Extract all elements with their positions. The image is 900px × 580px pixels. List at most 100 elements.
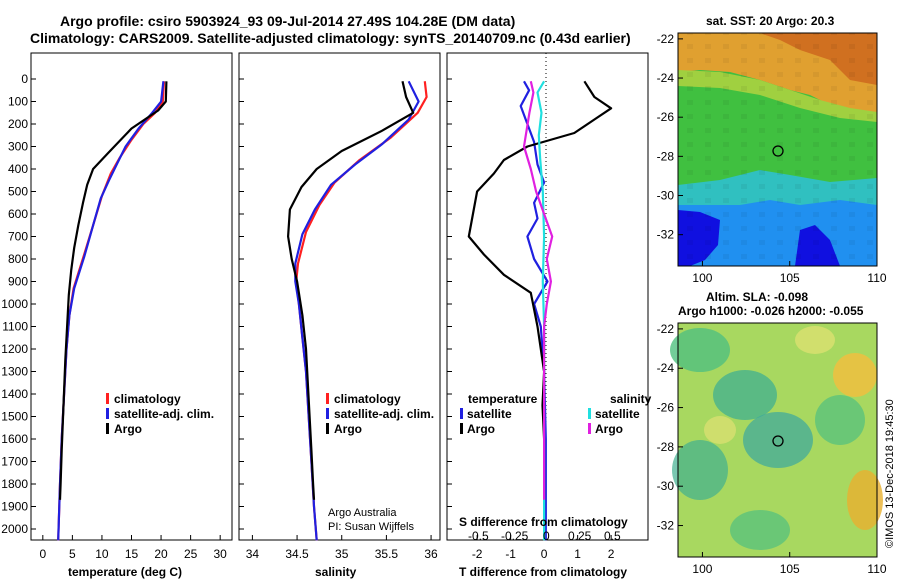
legend-marker-satellite [326,408,329,419]
depth-tick-label: 1400 [1,387,28,401]
legend-label: Argo [114,422,142,436]
x-tick-label: 0 [541,547,548,561]
figure-title-line2: Climatology: CARS2009. Satellite-adjuste… [30,30,631,46]
sla-low-anomaly [743,412,813,468]
lat-tick-label: -32 [657,228,675,242]
sla-map [670,322,883,558]
credit-pi: PI: Susan Wijffels [328,521,414,533]
temperature-x-label: temperature (deg C) [68,565,182,579]
legend-label: satellite-adj. clim. [114,407,214,421]
temperature-x-axis: 0 5 10 15 20 25 30 [39,535,227,561]
lon-tick-label: 110 [867,271,886,285]
legend-marker-s-satellite [588,408,591,419]
depth-tick-label: 1000 [1,297,28,311]
series-satellite-adj-clim- [294,80,420,541]
x-tick-label: -2 [472,547,483,561]
sla-low-anomaly [730,510,790,550]
legend-title-temperature: temperature [468,392,538,406]
sst-lon-axis: 100 105 110 [692,261,887,285]
x-tick-label: 34.5 [285,547,309,561]
legend-label: satellite-adj. clim. [334,407,434,421]
legend-marker-t-satellite [460,408,463,419]
sla-map-title-line2: Argo h1000: -0.026 h2000: -0.055 [678,304,864,318]
sla-low-anomaly [672,440,728,500]
x-tick-label: -1 [505,547,516,561]
legend-label: satellite [595,407,640,421]
lat-tick-label: -30 [657,189,675,203]
lat-tick-label: -28 [657,149,675,163]
t-difference-x-axis: -2 -1 0 1 2 [472,535,615,561]
series-argo [287,81,415,500]
depth-tick-label: 900 [8,275,28,289]
depth-tick-label: 1700 [1,455,28,469]
lon-tick-label: 100 [692,562,712,576]
s-difference-ticks: -0.5 -0.25 0 0.25 0.5 [468,529,621,543]
s-difference-label: S difference from climatology [459,515,628,529]
legend-label: satellite [467,407,512,421]
difference-legend: temperature salinity satellite Argo sate… [460,392,652,436]
sla-map-title-line1: Altim. SLA: -0.098 [706,290,808,304]
temperature-series [57,81,168,541]
sla-low-anomaly [713,370,777,420]
legend-label: Argo [467,422,495,436]
depth-tick-label: 1500 [1,410,28,424]
sla-high-anomaly [704,416,736,444]
s-tick-label: -0.25 [501,529,529,543]
sst-lat-axis: -22 -24 -26 -28 -30 -32 [657,32,683,242]
s-tick-label: 0.25 [568,529,592,543]
lat-tick-label: -30 [657,479,675,493]
s-tick-label: -0.5 [468,529,489,543]
x-tick-label: 15 [125,547,139,561]
legend-marker-satellite [106,408,109,419]
temperature-legend: climatology satellite-adj. clim. Argo [106,392,214,436]
sst-map [677,32,878,267]
legend-marker-climatology [326,393,329,404]
lon-tick-label: 110 [867,562,886,576]
x-tick-label: 0 [39,547,46,561]
x-tick-label: 30 [213,547,227,561]
x-tick-label: 25 [184,547,198,561]
argo-location-marker [772,145,784,157]
credit-institution: Argo Australia [328,507,397,519]
series-salinity-argo [522,81,554,500]
x-tick-label: 2 [608,547,615,561]
lat-tick-label: -22 [657,322,675,336]
depth-tick-label: 200 [8,117,28,131]
depth-tick-label: 500 [8,185,28,199]
series-climatology [295,81,428,541]
lat-tick-label: -26 [657,110,675,124]
x-tick-label: 34 [246,547,260,561]
depth-tick-label: 1100 [2,320,28,334]
depth-tick-label: 600 [8,207,28,221]
sst-map-frame [677,32,878,267]
depth-tick-label: 800 [8,252,28,266]
depth-tick-label: 400 [8,162,28,176]
lat-tick-label: -24 [657,71,675,85]
legend-marker-climatology [106,393,109,404]
x-tick-label: 10 [95,547,109,561]
series-argo [58,81,168,500]
legend-label: Argo [334,422,362,436]
sla-high-anomaly [833,353,877,397]
lon-tick-label: 105 [780,271,800,285]
lat-tick-label: -22 [657,32,675,46]
depth-tick-label: 700 [8,230,28,244]
legend-marker-t-argo [460,423,463,434]
salinity-legend: climatology satellite-adj. clim. Argo [326,392,434,436]
legend-marker-s-argo [588,423,591,434]
salinity-x-label: salinity [315,565,357,579]
sst-texture [678,33,877,266]
x-tick-label: 20 [154,547,168,561]
lon-tick-label: 105 [780,562,800,576]
x-tick-label: 35 [335,547,349,561]
s-tick-label: 0 [543,529,550,543]
depth-tick-label: 100 [8,95,28,109]
x-tick-label: 36 [424,547,438,561]
x-tick-label: 5 [69,547,76,561]
legend-label: climatology [334,392,401,406]
x-tick-label: 35.5 [375,547,399,561]
sla-low-anomaly [815,395,865,445]
legend-label: climatology [114,392,181,406]
x-tick-label: 1 [574,547,581,561]
